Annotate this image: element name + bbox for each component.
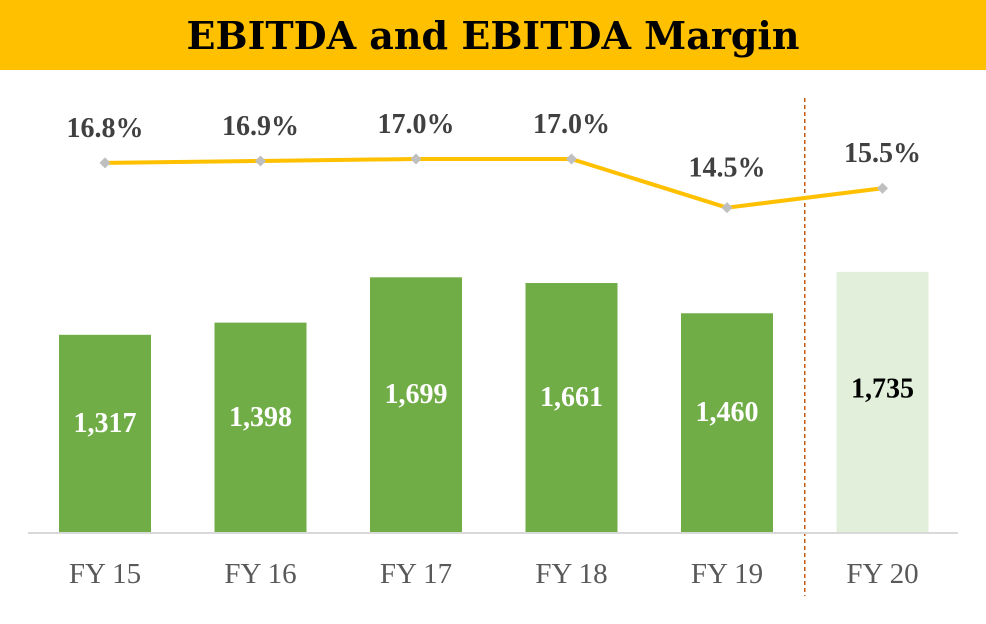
margin-marker-fy-17 [410, 153, 422, 165]
bar-value-label-fy-19: 1,460 [696, 397, 759, 428]
bar-value-label-fy-16: 1,398 [229, 402, 292, 433]
margin-marker-fy-15 [99, 157, 111, 169]
margin-line [104, 157, 883, 210]
x-tick-label-fy-17: FY 17 [380, 558, 452, 590]
margin-label-fy-18: 17.0% [533, 109, 610, 140]
chart-title: EBITDA and EBITDA Margin [186, 12, 800, 58]
title-bar: EBITDA and EBITDA Margin [0, 0, 986, 70]
x-tick-label-fy-20: FY 20 [846, 558, 918, 590]
margin-label-fy-16: 16.9% [222, 111, 299, 142]
margin-label-fy-15: 16.8% [67, 113, 144, 144]
bar-fy-19 [681, 313, 773, 533]
x-tick-label-fy-18: FY 18 [535, 558, 607, 590]
bar-fy-17 [370, 277, 462, 533]
margin-marker-fy-20 [877, 182, 888, 194]
margin-label-fy-17: 17.0% [378, 109, 455, 140]
bar-value-label-fy-18: 1,661 [540, 382, 603, 413]
bar-fy-15 [59, 334, 151, 533]
margin-label-fy-19: 14.5% [689, 153, 766, 184]
margin-label-fy-20: 15.5% [844, 138, 921, 169]
x-tick-label-fy-15: FY 15 [69, 558, 141, 590]
bar-fy-18 [525, 283, 618, 533]
x-tick-label-fy-19: FY 19 [691, 558, 763, 590]
margin-marker-fy-19 [721, 202, 733, 214]
bar-fy-16 [214, 322, 307, 533]
bar-value-label-fy-17: 1,699 [385, 379, 448, 410]
margin-marker-fy-16 [255, 155, 266, 167]
bar-value-label-fy-15: 1,317 [74, 408, 137, 439]
margin-marker-fy-18 [566, 153, 577, 165]
bar-value-label-fy-20: 1,735 [851, 373, 914, 404]
bar-fy-20 [836, 271, 929, 533]
x-tick-label-fy-16: FY 16 [224, 558, 296, 590]
